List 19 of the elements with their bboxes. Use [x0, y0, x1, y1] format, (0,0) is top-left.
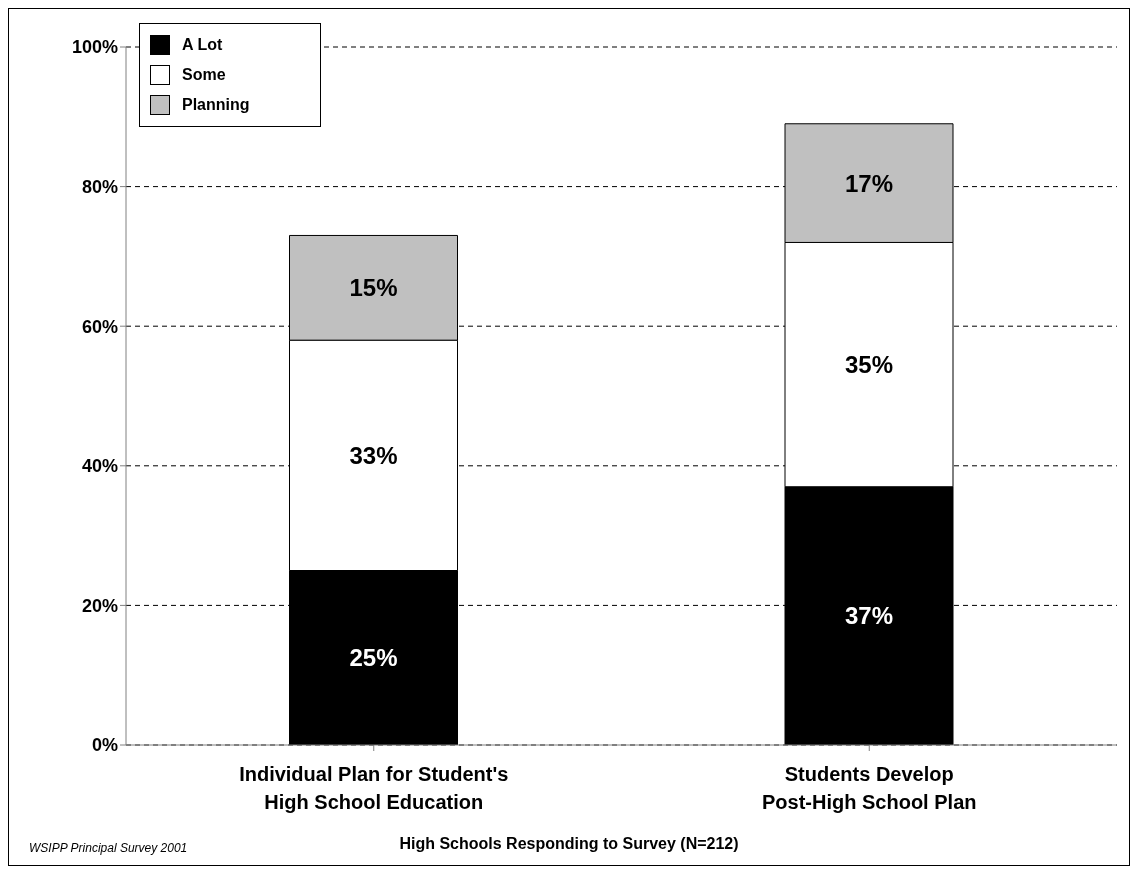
y-tick-label: 80% [81, 176, 118, 197]
data-label: 35% [844, 351, 894, 379]
y-tick-label: 100% [71, 37, 118, 58]
legend-label: A Lot [182, 36, 223, 54]
data-label: 37% [844, 602, 894, 630]
legend-label: Some [182, 66, 226, 84]
y-tick-label: 0% [91, 735, 118, 756]
y-tick-label: 60% [81, 316, 118, 337]
x-axis-title: High Schools Responding to Survey (N=212) [399, 835, 739, 852]
data-label: 33% [349, 441, 398, 469]
y-tick-label: 20% [81, 595, 118, 616]
legend-label: Planning [182, 96, 250, 114]
data-label: 25% [349, 644, 398, 672]
x-tick-label: Individual Plan for Student's High School Education [239, 763, 509, 813]
x-tick-label: Students Develop Post-High School Plan [762, 763, 977, 813]
data-label: 17% [844, 169, 894, 197]
data-label: 15% [349, 274, 398, 302]
y-tick-label: 40% [81, 456, 118, 477]
text: WSIPP Principal Survey 2001 [29, 841, 188, 855]
